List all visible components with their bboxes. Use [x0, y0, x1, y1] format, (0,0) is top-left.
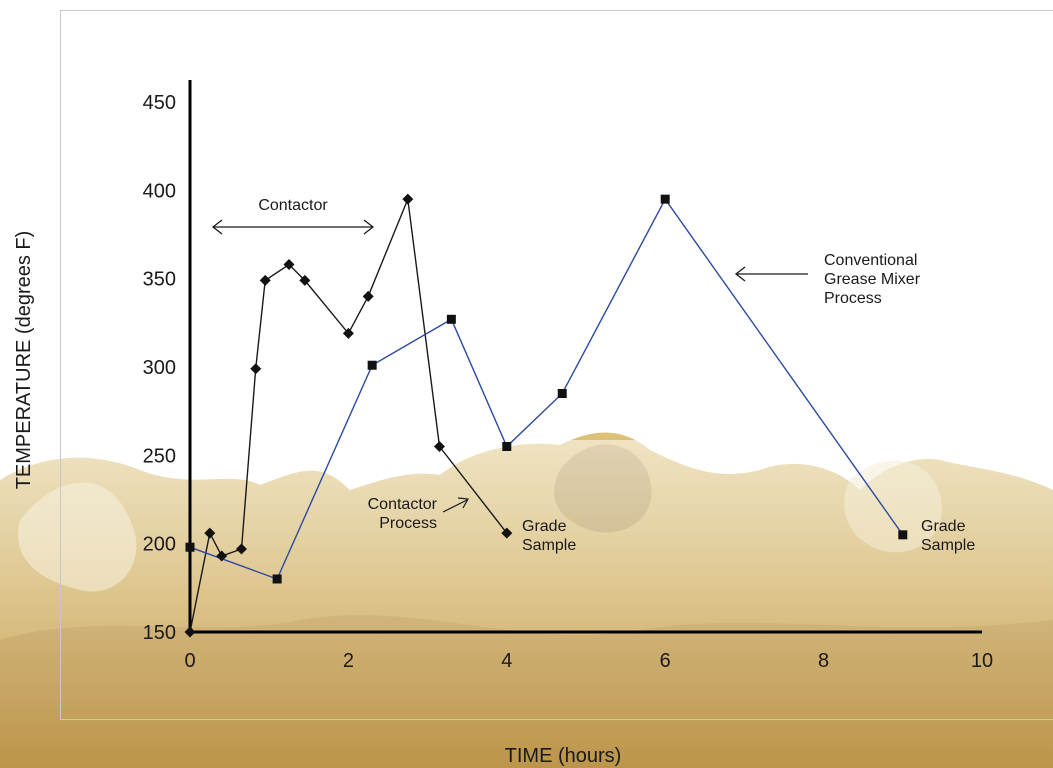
grade-sample-2-line2: Sample: [921, 537, 975, 554]
grade-sample-1-line1: Grade: [522, 518, 567, 535]
series-1-point: [216, 550, 228, 562]
y-tick-label: 300: [143, 357, 176, 379]
series-1-point: [250, 363, 262, 375]
x-tick-label: 10: [971, 650, 993, 672]
x-tick-label: 0: [184, 650, 195, 672]
series-2-point: [185, 542, 195, 552]
x-tick-label: 6: [660, 650, 671, 672]
conventional-process-label-line2: Grease Mixer: [824, 271, 921, 288]
axes: 150 200 250 300 350 400 450 0 2 4 6 8 10: [143, 80, 993, 672]
y-tick-label: 350: [143, 269, 176, 291]
series-1-line: [189, 196, 508, 633]
contactor-process-label-line2: Process: [379, 515, 437, 532]
conventional-process-label-line1: Conventional: [824, 252, 917, 269]
series-1-point: [299, 274, 311, 286]
series-1-point: [283, 259, 295, 271]
x-tick-label: 4: [501, 650, 512, 672]
series-2-point: [557, 389, 567, 398]
series-2-line: [189, 197, 904, 580]
series-markers: [184, 193, 908, 638]
y-tick-label: 450: [143, 92, 176, 114]
grade-sample-2-line1: Grade: [921, 518, 966, 535]
y-tick-label: 250: [143, 445, 176, 467]
plot-frame: [60, 10, 1053, 720]
series-1-point: [342, 327, 354, 339]
y-tick-label: 400: [143, 180, 176, 202]
y-tick-label: 200: [143, 534, 176, 556]
x-axis-title: TIME (hours): [505, 745, 622, 767]
x-tick-label: 2: [343, 650, 354, 672]
contactor-process-label-line1: Contactor: [368, 496, 438, 513]
series-1-point: [433, 441, 445, 452]
contactor-label: Contactor: [258, 197, 328, 214]
y-axis-title: TEMPERATURE (degrees F): [13, 231, 35, 490]
series-1-point: [402, 193, 414, 205]
series-2-point: [272, 574, 282, 584]
y-tick-label: 150: [143, 622, 176, 644]
series-2-point: [502, 442, 512, 451]
conventional-process-arrow: [734, 266, 808, 282]
series-2-point: [660, 194, 670, 204]
x-tick-label: 8: [818, 650, 829, 672]
contactor-process-arrow: [442, 497, 469, 513]
series-2-point: [446, 314, 456, 324]
series-lines: [189, 196, 904, 633]
series-2-point: [898, 530, 908, 540]
contactor-range-arrow: [211, 219, 375, 235]
grade-sample-1-line2: Sample: [522, 537, 576, 554]
series-1-point: [204, 527, 216, 539]
series-1-point: [362, 290, 374, 302]
series-2-point: [367, 360, 377, 370]
conventional-process-label-line3: Process: [824, 290, 882, 307]
series-1-point: [501, 527, 513, 539]
series-1-point: [184, 626, 196, 638]
series-1-point: [235, 543, 247, 555]
series-1-point: [259, 274, 271, 286]
